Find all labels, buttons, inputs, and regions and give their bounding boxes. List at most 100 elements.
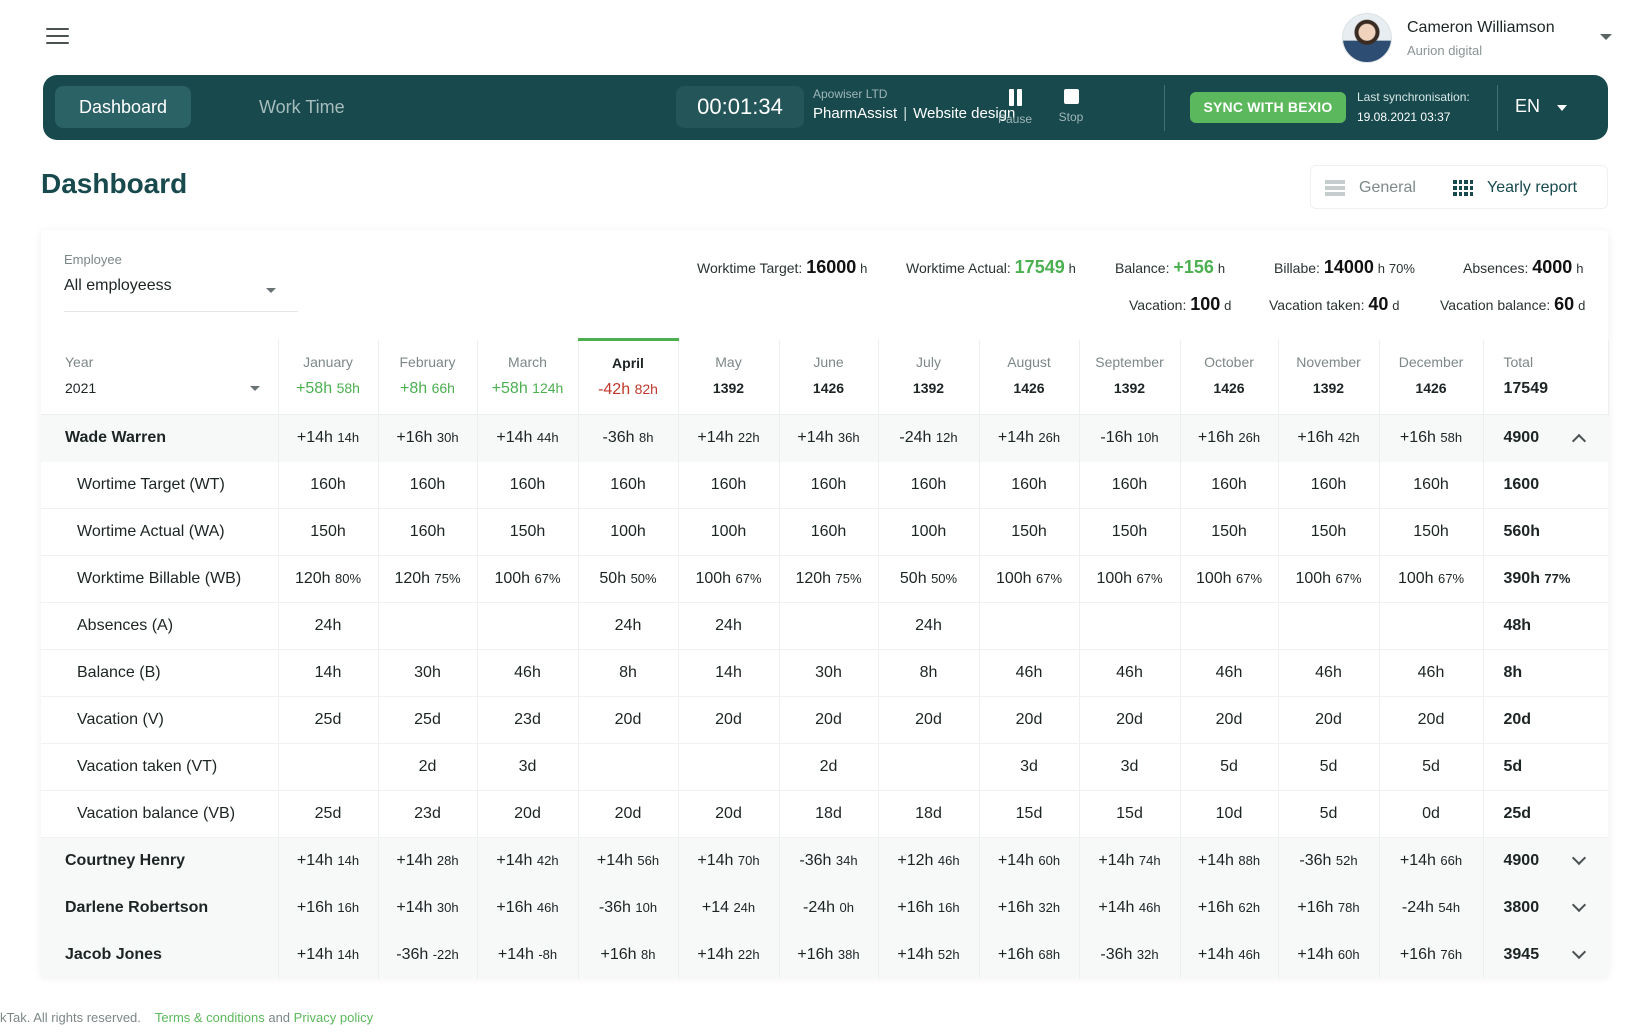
menu-icon[interactable] <box>46 28 69 46</box>
employee-month-cell: +14h 52h <box>878 931 980 979</box>
view-yearly-button[interactable]: Yearly report <box>1453 166 1577 210</box>
month-value: 1426 <box>812 379 845 396</box>
sync-button[interactable]: SYNC WITH BEXIO <box>1190 92 1346 123</box>
chevron-down-icon[interactable] <box>1571 897 1587 912</box>
chevron-down-icon[interactable] <box>1571 944 1587 959</box>
year-select[interactable]: Year 2021 <box>41 339 279 415</box>
month-header-november[interactable]: November 1392 <box>1278 339 1380 415</box>
employee-month-cell: +16h 76h <box>1379 931 1484 979</box>
month-running: 46h <box>1238 947 1261 962</box>
chevron-down-icon[interactable] <box>1557 105 1567 111</box>
detail-cell: 100h 67% <box>477 555 579 603</box>
month-header-october[interactable]: October 1426 <box>1180 339 1279 415</box>
tab-dashboard[interactable]: Dashboard <box>55 86 192 128</box>
terms-link[interactable]: Terms & conditions <box>154 1010 265 1025</box>
month-delta: +14h <box>1098 899 1135 916</box>
detail-total: 25d <box>1483 790 1608 838</box>
stat-worktime-target: Worktime Target: 16000 h <box>697 257 867 278</box>
month-header-february[interactable]: February +8h 66h <box>378 339 478 415</box>
employee-select[interactable]: Employee All employeess <box>64 252 298 312</box>
month-name: April <box>612 355 644 371</box>
month-delta: +14h <box>296 852 333 870</box>
detail-cell <box>477 602 579 650</box>
stat-absences: Absences: 4000 h <box>1463 257 1583 278</box>
month-header-june[interactable]: June 1426 <box>779 339 879 415</box>
detail-cell: 10d <box>1180 790 1279 838</box>
detail-cell <box>1278 602 1380 650</box>
month-header-august[interactable]: August 1426 <box>979 339 1080 415</box>
tab-work-time[interactable]: Work Time <box>259 97 345 117</box>
detail-cell: 20d <box>779 696 879 744</box>
detail-value: 160h <box>910 475 947 493</box>
month-delta: +8h <box>400 379 428 397</box>
employee-month-cell: +14h 56h <box>578 837 679 885</box>
detail-cell: 5d <box>1278 743 1380 791</box>
detail-total-value: 5d <box>1503 758 1523 775</box>
stat-vacation-balance: Vacation balance: 60 d <box>1440 294 1585 315</box>
detail-cell: 160h <box>878 461 980 509</box>
view-yearly-label: Yearly report <box>1487 179 1578 196</box>
detail-value: 20d <box>1116 711 1143 728</box>
detail-cell: 20d <box>477 790 579 838</box>
month-header-december[interactable]: December 1426 <box>1379 339 1484 415</box>
employee-row[interactable]: Wade Warren +14h 14h +16h 30h +14h 44h -36h … <box>41 414 1608 462</box>
stop-button[interactable]: Stop <box>1049 89 1093 124</box>
month-name: May <box>715 353 742 370</box>
view-general-button[interactable]: General <box>1325 166 1416 210</box>
chevron-down-icon[interactable] <box>250 385 260 391</box>
detail-value: 20d <box>1417 711 1445 728</box>
month-running: 58h <box>1440 430 1463 446</box>
detail-percent: 67% <box>1036 571 1063 586</box>
month-running: 26h <box>1038 430 1061 446</box>
user-menu[interactable]: Cameron Williamson Aurion digital <box>1342 12 1612 64</box>
detail-value: 5d <box>1319 758 1338 775</box>
month-running: 70h <box>737 853 760 869</box>
employee-row[interactable]: Jacob Jones +14h 14h -36h -22h +14h -8h +16h… <box>41 931 1608 979</box>
detail-cell: 100h 67% <box>1180 555 1279 603</box>
detail-cell: 25d <box>278 790 379 838</box>
employee-row[interactable]: Courtney Henry +14h 14h +14h 28h +14h 42h +1… <box>41 837 1608 885</box>
month-delta: +14h <box>697 852 734 870</box>
current-project[interactable]: Apowiser LTD PharmAssist | Website design <box>813 87 1015 122</box>
language-select[interactable]: EN <box>1515 96 1541 116</box>
detail-value: 15d <box>1015 805 1043 822</box>
month-header-april[interactable]: April -42h 82h <box>578 338 679 415</box>
month-running: 62h <box>1238 900 1261 915</box>
month-header-january[interactable]: January +58h 58h <box>278 339 379 415</box>
month-delta: +14h <box>897 946 934 963</box>
detail-value: 100h <box>1397 570 1434 587</box>
month-running: 14h <box>337 853 360 869</box>
month-running: 88h <box>1238 853 1261 869</box>
pause-button[interactable]: Pause <box>993 89 1037 126</box>
stat-label: Billabe: <box>1274 260 1320 276</box>
user-name: Cameron Williamson <box>1407 18 1555 36</box>
chevron-down-icon[interactable] <box>1600 34 1612 40</box>
chevron-down-icon[interactable] <box>266 288 276 293</box>
detail-cell: 20d <box>1278 696 1380 744</box>
chevron-down-icon[interactable] <box>1571 850 1587 866</box>
employee-row[interactable]: Darlene Robertson +16h 16h +14h 30h +16h 46… <box>41 884 1608 932</box>
detail-cell: 5d <box>1379 743 1484 791</box>
month-header-july[interactable]: July 1392 <box>878 339 980 415</box>
month-header-september[interactable]: September 1392 <box>1079 339 1181 415</box>
privacy-link[interactable]: Privacy policy <box>293 1010 374 1025</box>
detail-cell: 15d <box>1079 790 1181 838</box>
detail-cell: 150h <box>278 508 379 556</box>
chevron-up-icon[interactable] <box>1571 433 1587 449</box>
month-header-may[interactable]: May 1392 <box>678 339 780 415</box>
detail-value: 100h <box>494 570 531 587</box>
detail-value: 150h <box>310 523 346 540</box>
detail-cell: 50h 50% <box>578 555 679 603</box>
month-header-march[interactable]: March +58h 124h <box>477 339 579 415</box>
employee-month-cell: -36h 32h <box>1079 931 1181 979</box>
detail-cell <box>1079 602 1181 650</box>
project-separator: | <box>903 105 908 122</box>
month-delta: -24h <box>1401 899 1434 916</box>
month-running: 60h <box>1038 853 1061 869</box>
detail-value: 160h <box>509 475 546 493</box>
employee-month-cell: +16h 78h <box>1278 884 1380 932</box>
detail-cell: 150h <box>1379 508 1484 556</box>
detail-value: 150h <box>509 523 546 540</box>
detail-value: 100h <box>610 523 646 540</box>
month-running: 76h <box>1440 947 1463 962</box>
